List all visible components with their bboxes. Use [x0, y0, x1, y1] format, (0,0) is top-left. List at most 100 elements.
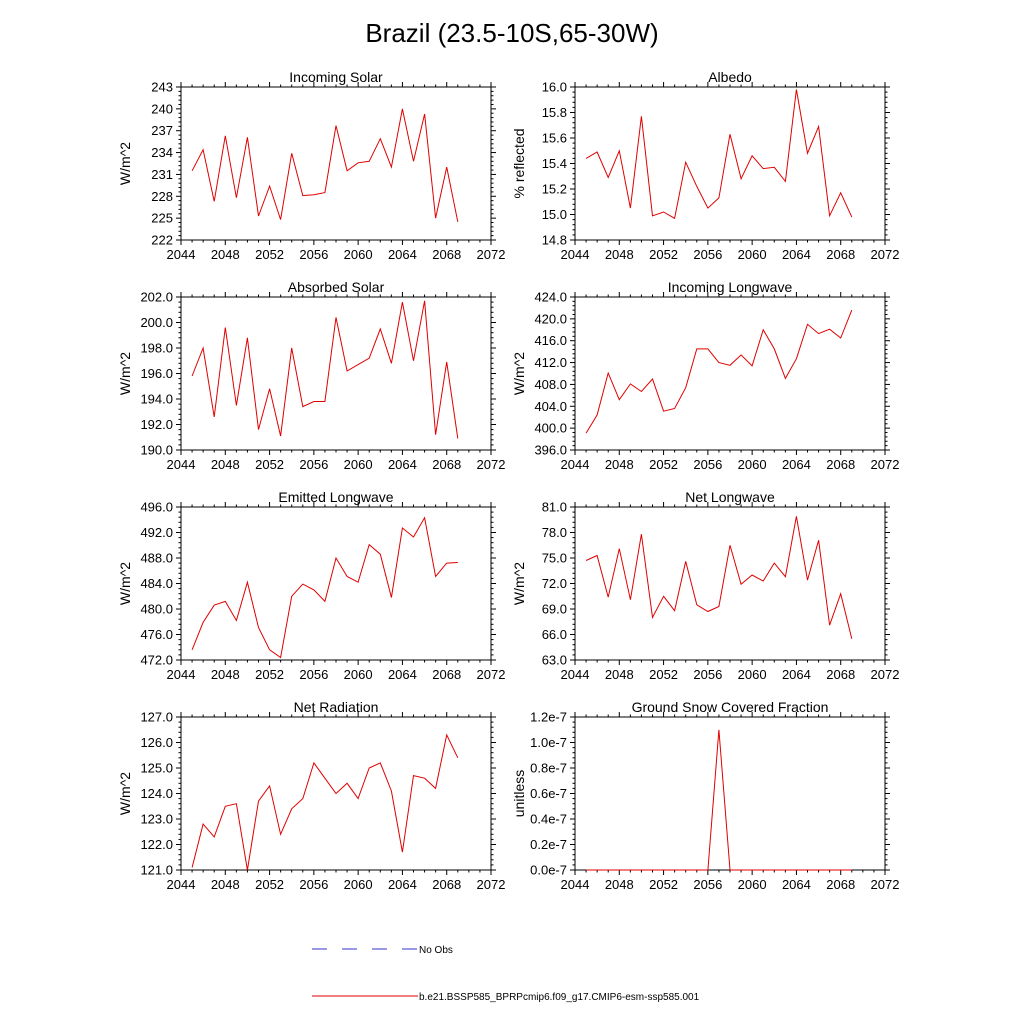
x-tick-label: 2068 — [432, 667, 461, 682]
x-tick-label: 2052 — [255, 457, 284, 472]
chart-panel: Net Radiation W/m^2 2044 2048 2052 2056 2060 20… — [117, 699, 505, 892]
y-tick-label: 14.8 — [542, 233, 567, 248]
x-tick-label: 2048 — [211, 877, 240, 892]
x-tick-label: 2072 — [871, 877, 900, 892]
chart-panel: Net Longwave W/m^2 2044 2048 2052 2056 2060 206… — [511, 489, 899, 682]
y-tick-label: 412.0 — [534, 355, 567, 370]
y-tick-label: 416.0 — [534, 333, 567, 348]
y-tick-label: 121.0 — [140, 863, 173, 878]
panel-title: Ground Snow Covered Fraction — [632, 699, 829, 715]
x-tick-label: 2072 — [477, 457, 506, 472]
x-tick-label: 2052 — [255, 247, 284, 262]
x-tick-label: 2044 — [561, 877, 590, 892]
x-tick-label: 2072 — [477, 247, 506, 262]
series-line — [585, 516, 853, 639]
x-tick-label: 2056 — [299, 247, 328, 262]
y-tick-label: 190.0 — [140, 443, 173, 458]
y-tick-label: 78.0 — [542, 525, 567, 540]
y-tick-label: 496.0 — [140, 500, 173, 515]
x-tick-label: 2068 — [432, 457, 461, 472]
x-tick-label: 2068 — [432, 247, 461, 262]
series-line — [191, 516, 458, 659]
y-tick-label: 228 — [151, 189, 173, 204]
x-tick-label: 2048 — [605, 877, 634, 892]
series-line — [586, 729, 852, 871]
y-axis-label: W/m^2 — [511, 352, 527, 395]
x-tick-label: 2060 — [344, 667, 373, 682]
y-tick-label: 75.0 — [542, 551, 567, 566]
x-tick-label: 2048 — [605, 247, 634, 262]
x-tick-label: 2056 — [693, 877, 722, 892]
x-tick-label: 2044 — [561, 247, 590, 262]
x-tick-label: 2068 — [826, 667, 855, 682]
y-axis-label: W/m^2 — [117, 142, 133, 185]
y-tick-label: 1.0e-7 — [530, 735, 567, 750]
y-tick-label: 237 — [151, 123, 173, 138]
y-tick-label: 0.4e-7 — [530, 812, 567, 827]
y-tick-label: 15.2 — [542, 182, 567, 197]
x-tick-label: 2068 — [826, 877, 855, 892]
x-tick-label: 2064 — [782, 667, 811, 682]
plot-frame — [574, 506, 886, 661]
x-tick-label: 2064 — [782, 247, 811, 262]
x-tick-label: 2044 — [167, 667, 196, 682]
y-tick-label: 72.0 — [542, 576, 567, 591]
series-line — [585, 89, 853, 220]
x-tick-label: 2068 — [826, 457, 855, 472]
x-tick-label: 2060 — [738, 877, 767, 892]
y-tick-label: 198.0 — [140, 341, 173, 356]
x-tick-label: 2064 — [782, 457, 811, 472]
x-tick-label: 2060 — [738, 457, 767, 472]
y-axis-label: unitless — [511, 770, 527, 817]
x-tick-label: 2060 — [738, 247, 767, 262]
y-tick-label: 200.0 — [140, 315, 173, 330]
x-tick-label: 2068 — [432, 877, 461, 892]
y-tick-label: 222 — [151, 233, 173, 248]
panel-title: Emitted Longwave — [278, 489, 393, 505]
y-tick-label: 400.0 — [534, 421, 567, 436]
x-tick-label: 2056 — [299, 667, 328, 682]
y-tick-label: 472.0 — [140, 653, 173, 668]
x-tick-label: 2056 — [693, 457, 722, 472]
x-tick-label: 2072 — [871, 457, 900, 472]
x-tick-label: 2044 — [561, 457, 590, 472]
y-tick-label: 240 — [151, 101, 173, 116]
plot-frame — [180, 506, 492, 661]
x-tick-label: 2064 — [388, 877, 417, 892]
y-tick-label: 15.0 — [542, 207, 567, 222]
x-tick-label: 2044 — [561, 667, 590, 682]
legend-label-no-obs: No Obs — [419, 945, 453, 956]
series-line — [191, 733, 459, 871]
legend-label-model: b.e21.BSSP585_BPRPcmip6.f09_g17.CMIP6-es… — [419, 992, 700, 1003]
y-tick-label: 16.0 — [542, 80, 567, 95]
chart-panel: Incoming Longwave W/m^2 2044 2048 2052 2056 20… — [511, 279, 899, 472]
series-line — [191, 108, 459, 222]
y-tick-label: 424.0 — [534, 290, 567, 305]
plot-frame — [574, 296, 886, 451]
y-axis-label: W/m^2 — [117, 562, 133, 605]
x-tick-label: 2060 — [344, 877, 373, 892]
panel-title: Net Radiation — [294, 699, 379, 715]
y-tick-label: 476.0 — [140, 627, 173, 642]
x-tick-label: 2048 — [605, 457, 634, 472]
figure-title: Brazil (23.5-10S,65-30W) — [365, 18, 658, 48]
x-tick-label: 2064 — [782, 877, 811, 892]
y-tick-label: 0.8e-7 — [530, 761, 567, 776]
y-axis-label: W/m^2 — [511, 562, 527, 605]
x-tick-label: 2052 — [255, 877, 284, 892]
plot-frame — [180, 86, 492, 241]
y-tick-label: 484.0 — [140, 576, 173, 591]
x-tick-label: 2044 — [167, 877, 196, 892]
x-tick-label: 2048 — [211, 247, 240, 262]
x-tick-label: 2052 — [649, 247, 678, 262]
y-tick-label: 123.0 — [140, 812, 173, 827]
x-tick-label: 2052 — [649, 877, 678, 892]
y-tick-label: 404.0 — [534, 399, 567, 414]
y-tick-label: 122.0 — [140, 837, 173, 852]
y-tick-label: 234 — [151, 145, 173, 160]
chart-panel: Ground Snow Covered Fraction unitless 2044… — [511, 699, 899, 892]
x-tick-label: 2068 — [826, 247, 855, 262]
x-tick-label: 2048 — [211, 457, 240, 472]
y-tick-label: 225 — [151, 211, 173, 226]
